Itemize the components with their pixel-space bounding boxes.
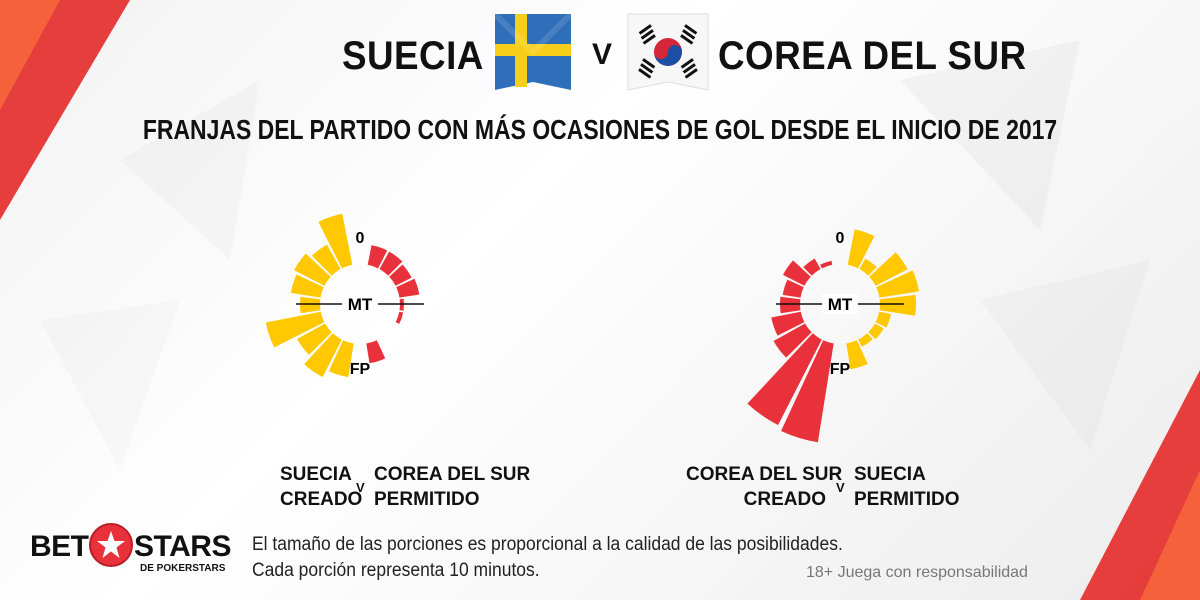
radial-slice-left-7 <box>297 323 332 355</box>
caption-left-line2: CREADO <box>743 489 826 510</box>
radial-slice-left-2 <box>803 258 821 276</box>
radial-slice-left-4 <box>290 274 324 298</box>
radial-slice-right-2 <box>859 258 877 276</box>
radial-chart-sweden-created: MT 0 FP <box>265 213 424 378</box>
half-time-label: MT <box>828 295 853 314</box>
radial-slice-right-8 <box>858 333 873 347</box>
radial-slice-left-6 <box>265 311 325 348</box>
radial-slice-right-1 <box>367 245 388 269</box>
footer-note: El tamaño de las porciones es proporcion… <box>252 532 843 584</box>
radial-slice-left-2 <box>312 244 341 276</box>
radial-slice-right-3 <box>389 264 412 286</box>
radial-slice-right-4 <box>876 270 919 298</box>
kickoff-label: 0 <box>356 230 365 247</box>
radial-slice-right-3 <box>869 252 908 286</box>
caption-right-line2: PERMITIDO <box>854 489 960 510</box>
logo-bet-text: BET <box>30 530 89 563</box>
radial-slice-right-9 <box>846 340 868 370</box>
footer-note-line1: El tamaño de las porciones es proporcion… <box>252 534 843 555</box>
chart-subtitle: FRANJAS DEL PARTIDO CON MÁS OCASIONES DE… <box>142 114 1058 145</box>
radial-slice-left-3 <box>783 260 811 286</box>
caption-vs: V <box>836 480 845 495</box>
caption-left-line1: SUECIA <box>280 464 352 485</box>
radial-slice-left-8 <box>304 333 342 377</box>
radial-slice-left-5 <box>300 296 321 314</box>
full-time-label: FP <box>350 361 371 378</box>
responsible-gaming-note: 18+ Juega con responsabilidad <box>806 564 1028 581</box>
betstars-logo: BET STARS DE POKERSTARS <box>30 522 240 582</box>
south-korea-flag-icon <box>627 13 709 91</box>
caption-right-line1: SUECIA <box>854 464 926 485</box>
radial-slice-right-6 <box>395 311 404 324</box>
caption-left-line1: COREA DEL SUR <box>686 464 843 485</box>
caption-right-line1: COREA DEL SUR <box>374 464 531 485</box>
radial-slice-right-2 <box>379 251 403 276</box>
star-ball-icon <box>89 523 133 567</box>
header: SUECIA V COREA DEL SUR <box>0 12 1200 98</box>
half-time-label-bg <box>822 294 858 314</box>
half-time-label-bg <box>342 294 378 314</box>
radial-chart-korea-created: MT 0 FP <box>747 229 919 443</box>
logo-subtext: DE POKERSTARS <box>140 563 226 574</box>
radial-slice-left-9 <box>781 340 834 443</box>
radial-slice-left-1 <box>820 260 833 269</box>
kickoff-label: 0 <box>836 230 845 247</box>
caption-vs: V <box>356 480 365 495</box>
sweden-flag-icon <box>493 12 573 90</box>
radial-slice-left-9 <box>328 340 354 378</box>
radial-slice-right-5 <box>879 294 916 316</box>
team-left-title: SUECIA <box>342 34 484 78</box>
full-time-label: FP <box>830 361 851 378</box>
radial-slice-right-4 <box>396 278 420 298</box>
versus-label: V <box>592 38 613 71</box>
radial-slice-left-5 <box>780 296 801 314</box>
footer-note-line2: Cada porción representa 10 minutos. <box>252 560 540 581</box>
radial-slice-right-5 <box>399 298 404 311</box>
radial-slice-right-6 <box>875 311 892 328</box>
half-time-label: MT <box>348 295 373 314</box>
caption-left-line2: CREADO <box>280 489 363 510</box>
radial-slice-right-1 <box>847 229 875 269</box>
radial-slice-left-6 <box>771 311 805 336</box>
radial-slice-left-7 <box>773 323 812 358</box>
logo-stars-text: STARS <box>134 530 231 563</box>
radial-slice-left-8 <box>747 333 822 426</box>
radial-slice-right-9 <box>366 340 386 364</box>
radial-slice-left-4 <box>782 279 804 298</box>
caption-right-line2: PERMITIDO <box>374 489 480 510</box>
team-right-title: COREA DEL SUR <box>718 34 1027 78</box>
radial-slice-left-1 <box>318 213 353 269</box>
radial-slice-left-3 <box>294 253 331 286</box>
radial-slice-right-7 <box>868 323 884 340</box>
